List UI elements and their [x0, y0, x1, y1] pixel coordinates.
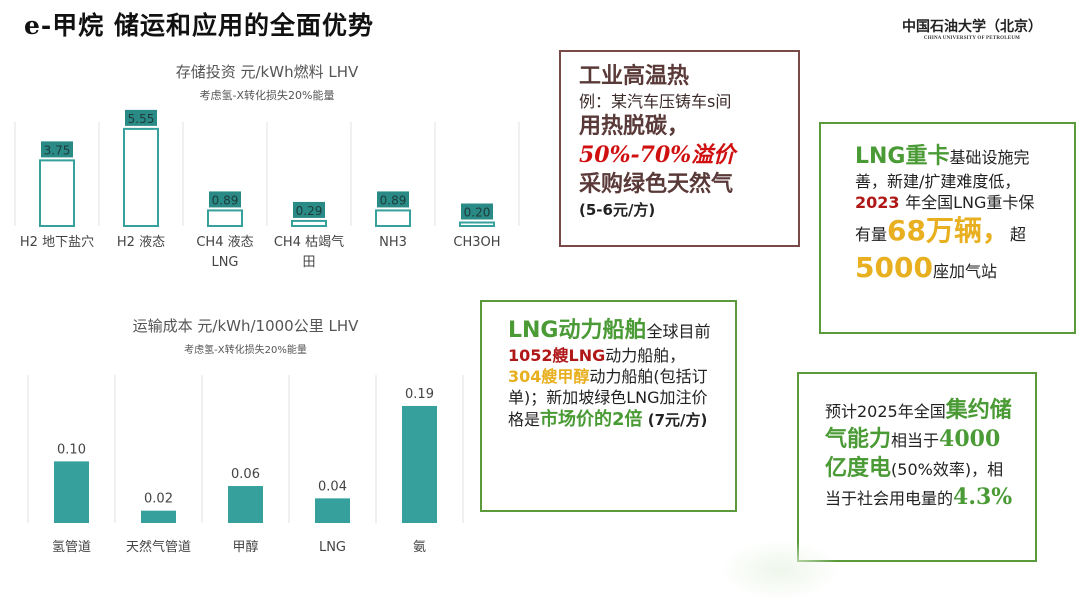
chart-subtitle: 考虑氢-X转化损失20%能量	[200, 88, 335, 102]
text-segment: 全球目前	[646, 322, 711, 341]
data-label: 3.75	[44, 143, 71, 157]
bar	[375, 209, 411, 228]
data-label: 0.20	[464, 206, 491, 220]
data-label: 0.19	[405, 387, 434, 402]
text-segment: LNG动力船舶	[508, 318, 647, 343]
text-segment: 超	[1009, 225, 1026, 245]
slide-title: e-甲烷 储运和应用的全面优势	[24, 11, 374, 40]
data-label-bg	[293, 201, 325, 218]
text-segment: 动力船舶(包括订单)；新加坡绿色LNG加注价格是	[508, 367, 708, 430]
category-label: 田	[302, 255, 315, 270]
data-label-bg	[125, 109, 157, 126]
text-segment: 基础设施完善，新建/扩建难度低，	[855, 148, 1030, 192]
bar	[54, 461, 89, 523]
text-segment: 集约储气能力	[825, 398, 1012, 453]
data-label: 0.89	[212, 193, 239, 207]
background-glow	[720, 540, 840, 600]
data-label: 0.06	[231, 467, 260, 482]
category-label: 天然气管道	[126, 539, 191, 555]
lng-ship-box: LNG动力船舶全球目前 1052艘LNG动力船舶， 304艘甲醇动力船舶(包括订单)…	[480, 300, 737, 512]
data-label: 0.02	[144, 492, 173, 507]
chart-subtitle: 考虑氢-X转化损失20%能量	[184, 343, 307, 356]
data-label-bg	[209, 191, 241, 208]
bar	[315, 498, 350, 523]
data-label: 0.29	[296, 204, 323, 218]
category-label: 氨	[413, 540, 426, 555]
data-label: 0.04	[318, 479, 347, 494]
text-segment: 市场价的2倍	[540, 409, 643, 431]
bar	[123, 127, 159, 227]
text-segment: 1052艘LNG	[508, 346, 606, 366]
data-label: 0.10	[57, 442, 86, 457]
bar	[459, 221, 495, 227]
data-label-bg	[41, 141, 73, 158]
bar	[291, 219, 327, 228]
text-segment: 采购绿色天然气	[579, 172, 734, 198]
data-label: 5.55	[128, 112, 155, 126]
category-label: H2 液态	[117, 235, 165, 250]
text-segment: 座加气站	[932, 262, 997, 282]
data-label-bg	[377, 191, 409, 208]
category-label: 氢管道	[52, 540, 91, 555]
category-label: 甲醇	[232, 539, 258, 555]
bar	[141, 510, 176, 523]
bar	[402, 405, 437, 523]
text-segment: 68万辆，	[887, 214, 1010, 248]
text-segment: 年全国LNG重卡保有量	[855, 193, 1035, 245]
text-segment: 4000亿度电	[825, 426, 1001, 482]
category-label: CH4 液态	[196, 235, 253, 250]
logo-cn: 中国石油大学（北京）	[902, 19, 1042, 35]
bar	[207, 209, 243, 228]
text-segment: (7元/方)	[642, 411, 708, 430]
text-segment: 50%-70%溢价	[579, 142, 736, 169]
text-segment: 动力船舶，	[605, 346, 686, 366]
text-segment: 用热脱碳，	[579, 114, 690, 140]
lng-truck-box: LNG重卡基础设施完善，新建/扩建难度低， 2023 年全国LNG重卡保有量68…	[819, 122, 1076, 334]
category-label: CH4 枯竭气	[274, 234, 344, 250]
category-label: NH3	[379, 235, 407, 250]
storage-investment-chart: 存储投资 元/kWh燃料 LHV 考虑氢-X转化损失20%能量 3.75 H2 地下盐…	[14, 63, 520, 270]
industrial-heat-box: 工业高温热例：某汽车压铸车s间 用热脱碳， 50%-70%溢价 采购绿色天然气 (5-6…	[559, 50, 800, 247]
text-segment: (50%效率)，相当于社会用电量的	[825, 460, 1004, 509]
logo-en: CHINA UNIVERSITY OF PETROLEUM	[923, 36, 1021, 41]
text-segment: 2023	[855, 193, 906, 213]
text-segment: (5-6元/方)	[579, 201, 656, 220]
text-segment: 预计2025年全国	[825, 402, 946, 421]
chart-title: 运输成本 元/kWh/1000公里 LHV	[133, 317, 359, 335]
bar	[39, 159, 75, 227]
transport-cost-chart: 运输成本 元/kWh/1000公里 LHV 考虑氢-X转化损失20%能量 0.10 氢…	[27, 317, 464, 555]
text-segment: LNG重卡	[855, 144, 950, 169]
category-label: LNG	[319, 540, 346, 555]
university-logo: 中国石油大学（北京） CHINA UNIVERSITY OF PETROLEUM	[902, 16, 1042, 41]
text-segment: 4.3%	[953, 484, 1013, 511]
text-segment: 工业高温热	[579, 64, 690, 89]
text-segment: 例：某汽车压铸车s间	[579, 92, 732, 112]
gas-storage-box: 预计2025年全国集约储气能力相当于4000亿度电(50%效率)，相当于社会用电…	[797, 372, 1037, 562]
bar	[228, 486, 263, 523]
category-label: H2 地下盐穴	[20, 235, 94, 250]
data-label: 0.89	[380, 193, 407, 207]
category-label: LNG	[211, 255, 238, 270]
chart-title: 存储投资 元/kWh燃料 LHV	[176, 63, 359, 81]
category-label: CH3OH	[453, 235, 500, 250]
text-segment: 304艘甲醇	[508, 367, 590, 387]
text-segment: 5000	[855, 251, 933, 285]
data-label-bg	[461, 203, 493, 220]
text-segment: 相当于	[891, 431, 940, 451]
